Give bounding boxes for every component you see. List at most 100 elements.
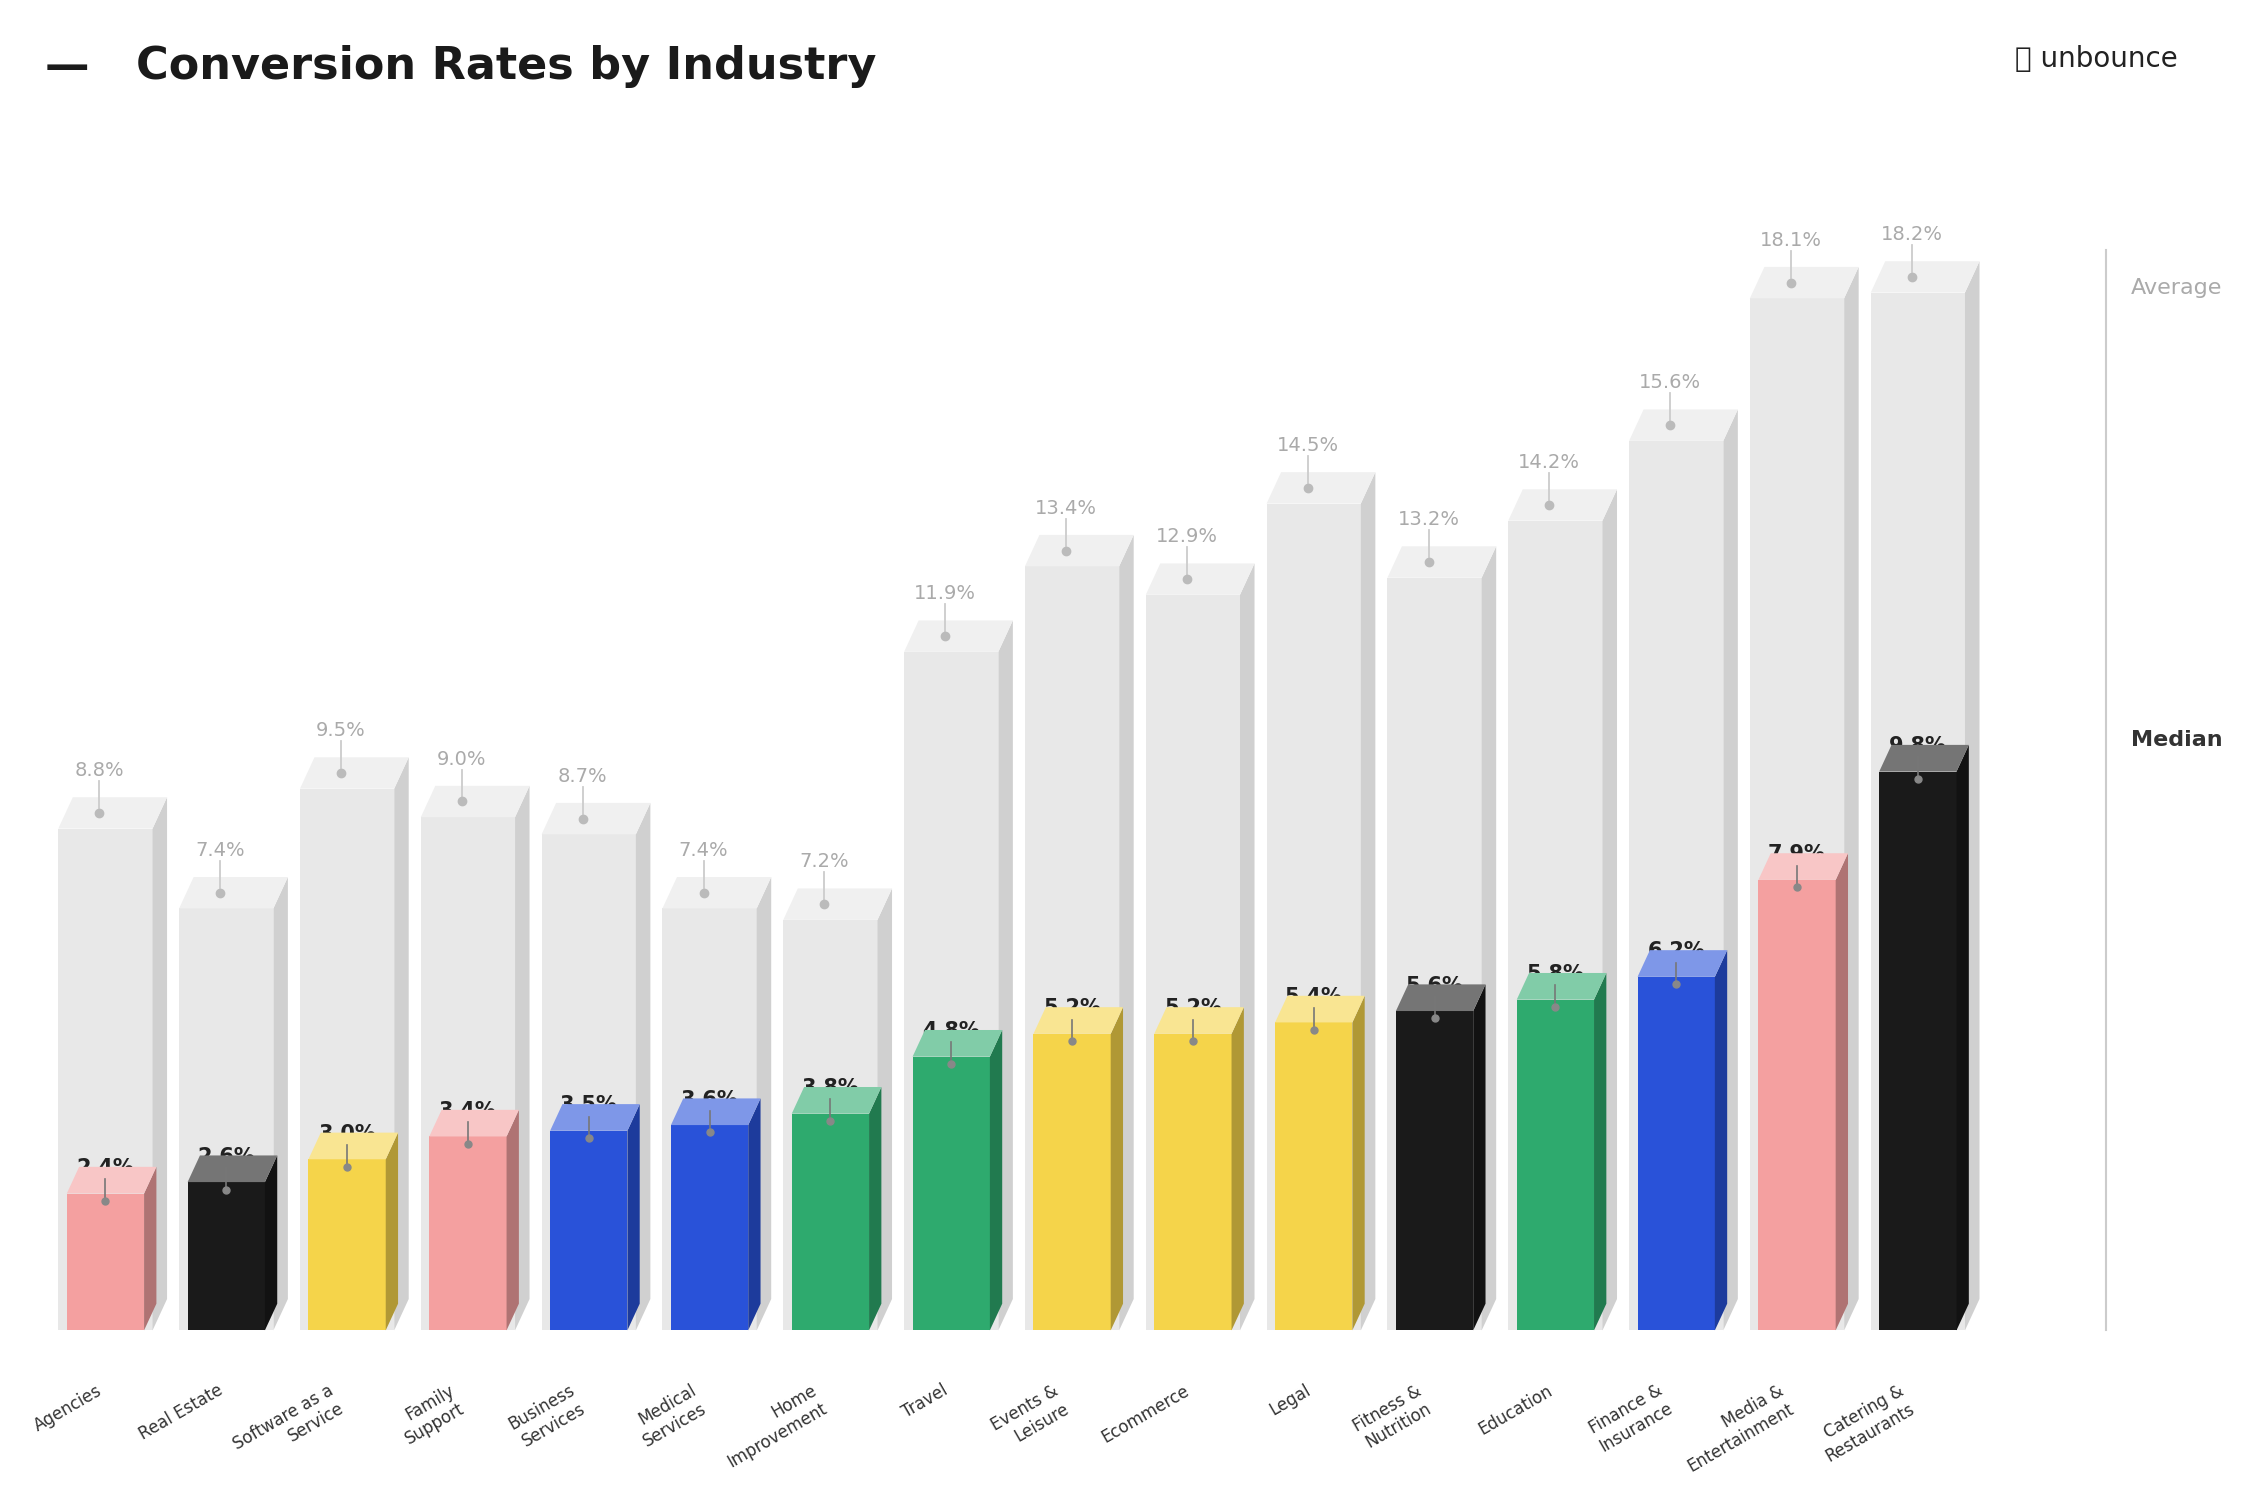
Bar: [301, 788, 395, 1331]
Polygon shape: [1154, 1007, 1244, 1034]
Bar: [1266, 504, 1360, 1331]
Polygon shape: [550, 1104, 640, 1131]
Polygon shape: [1145, 563, 1255, 595]
Bar: [1879, 772, 1955, 1331]
Text: 14.5%: 14.5%: [1277, 437, 1338, 454]
Bar: [1749, 298, 1843, 1331]
Polygon shape: [541, 803, 651, 834]
Bar: [308, 1159, 386, 1331]
Polygon shape: [395, 757, 409, 1331]
Text: Average: Average: [2131, 279, 2223, 298]
Bar: [905, 651, 999, 1331]
Bar: [1630, 441, 1724, 1331]
Polygon shape: [1026, 535, 1134, 566]
Polygon shape: [748, 1098, 761, 1331]
Polygon shape: [308, 1132, 397, 1159]
Bar: [1033, 1034, 1111, 1331]
Polygon shape: [1955, 745, 1969, 1331]
Polygon shape: [1715, 951, 1726, 1331]
Text: 3.0%: 3.0%: [319, 1123, 375, 1144]
Polygon shape: [1758, 854, 1848, 881]
Bar: [1145, 595, 1239, 1331]
Polygon shape: [1266, 472, 1376, 504]
Bar: [541, 834, 635, 1331]
Polygon shape: [58, 797, 166, 828]
Polygon shape: [153, 797, 166, 1331]
Polygon shape: [1749, 267, 1859, 298]
Text: 7.4%: 7.4%: [678, 840, 727, 860]
Polygon shape: [792, 1088, 882, 1113]
Polygon shape: [990, 1030, 1001, 1331]
Polygon shape: [1360, 472, 1376, 1331]
Polygon shape: [662, 878, 772, 909]
Text: 5.8%: 5.8%: [1527, 964, 1585, 985]
Text: 9.5%: 9.5%: [317, 721, 366, 741]
Polygon shape: [274, 878, 287, 1331]
Bar: [671, 1125, 748, 1331]
Text: 3.4%: 3.4%: [440, 1101, 496, 1120]
Polygon shape: [1120, 535, 1134, 1331]
Polygon shape: [1518, 973, 1607, 1000]
Bar: [550, 1131, 626, 1331]
Bar: [792, 1113, 869, 1331]
Text: 4.8%: 4.8%: [923, 1021, 981, 1042]
Polygon shape: [1879, 745, 1969, 772]
Polygon shape: [1239, 563, 1255, 1331]
Polygon shape: [1630, 410, 1738, 441]
Bar: [58, 828, 153, 1331]
Text: 9.8%: 9.8%: [1888, 736, 1946, 755]
Text: 3.8%: 3.8%: [801, 1079, 860, 1098]
Polygon shape: [507, 1110, 519, 1331]
Bar: [189, 1182, 265, 1331]
Text: 11.9%: 11.9%: [914, 584, 977, 603]
Polygon shape: [1594, 973, 1607, 1331]
Bar: [784, 919, 878, 1331]
Bar: [1870, 292, 1964, 1331]
Text: 6.2%: 6.2%: [1648, 942, 1706, 961]
Polygon shape: [626, 1104, 640, 1331]
Text: 5.2%: 5.2%: [1044, 998, 1100, 1019]
Polygon shape: [265, 1155, 276, 1331]
Text: 2.6%: 2.6%: [198, 1147, 256, 1167]
Bar: [1518, 1000, 1594, 1331]
Text: 3.6%: 3.6%: [680, 1089, 739, 1110]
Text: 9.0%: 9.0%: [438, 749, 487, 769]
Bar: [1758, 881, 1836, 1331]
Polygon shape: [869, 1088, 882, 1331]
Bar: [1637, 977, 1715, 1331]
Bar: [1275, 1022, 1351, 1331]
Text: 12.9%: 12.9%: [1156, 527, 1217, 547]
Text: 13.4%: 13.4%: [1035, 499, 1098, 519]
Polygon shape: [1482, 547, 1495, 1331]
Polygon shape: [1870, 261, 1980, 292]
Bar: [67, 1193, 144, 1331]
Polygon shape: [386, 1132, 397, 1331]
Text: 3.5%: 3.5%: [559, 1095, 617, 1116]
Polygon shape: [420, 785, 530, 817]
Text: 8.7%: 8.7%: [559, 767, 608, 785]
Bar: [914, 1056, 990, 1331]
Bar: [1387, 578, 1482, 1331]
Polygon shape: [67, 1167, 157, 1193]
Polygon shape: [1396, 985, 1486, 1012]
Bar: [1396, 1012, 1473, 1331]
Polygon shape: [429, 1110, 519, 1137]
Bar: [1026, 566, 1120, 1331]
Text: 5.4%: 5.4%: [1284, 986, 1343, 1007]
Text: 18.2%: 18.2%: [1881, 225, 1942, 244]
Polygon shape: [1275, 995, 1365, 1022]
Polygon shape: [1387, 547, 1495, 578]
Polygon shape: [1473, 985, 1486, 1331]
Polygon shape: [1603, 489, 1616, 1331]
Polygon shape: [189, 1155, 276, 1182]
Polygon shape: [180, 878, 287, 909]
Text: 7.2%: 7.2%: [799, 852, 849, 872]
Text: 5.2%: 5.2%: [1163, 998, 1221, 1019]
Text: 8.8%: 8.8%: [74, 761, 123, 781]
Polygon shape: [1964, 261, 1980, 1331]
Polygon shape: [784, 888, 891, 919]
Polygon shape: [671, 1098, 761, 1125]
Polygon shape: [1836, 854, 1848, 1331]
Bar: [662, 909, 757, 1331]
Polygon shape: [301, 757, 409, 788]
